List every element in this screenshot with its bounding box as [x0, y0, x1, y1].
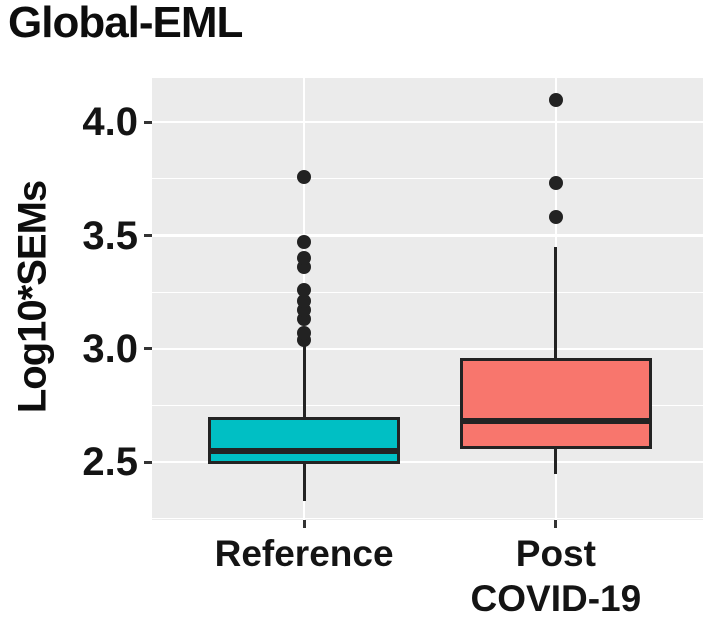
median-line: [211, 447, 398, 454]
y-axis-tick: [144, 460, 152, 464]
y-axis-tick: [144, 234, 152, 238]
x-tick-label: Post COVID-19: [416, 531, 696, 620]
x-axis-tick: [302, 520, 306, 528]
lower-whisker: [302, 464, 306, 501]
y-tick-label: 3.0: [82, 326, 138, 371]
x-tick-label-line: COVID-19: [470, 578, 642, 619]
upper-whisker: [554, 246, 558, 358]
outlier-point: [297, 326, 312, 340]
y-tick-label: 4.0: [82, 100, 138, 145]
minor-gridline: [152, 291, 703, 293]
x-axis-tick: [554, 520, 558, 528]
outlier-point: [297, 282, 312, 297]
y-tick-label: 2.5: [82, 440, 138, 485]
minor-gridline: [152, 518, 703, 520]
outlier-point: [548, 176, 563, 191]
box-iqr: [208, 416, 401, 465]
major-gridline: [152, 121, 703, 124]
y-tick-label: 3.5: [82, 213, 138, 258]
lower-whisker: [554, 448, 558, 474]
y-axis-tick: [144, 120, 152, 124]
outlier-point: [548, 92, 563, 107]
x-tick-label-line: Reference: [214, 533, 394, 574]
median-line: [462, 418, 649, 425]
outlier-point: [297, 169, 312, 184]
chart-title: Global-EML: [8, 0, 243, 47]
major-gridline: [152, 461, 703, 464]
y-axis-tick: [144, 347, 152, 351]
outlier-point: [297, 235, 312, 250]
outlier-point: [297, 251, 312, 266]
outlier-point: [297, 294, 312, 309]
upper-whisker: [302, 344, 306, 417]
major-gridline: [152, 347, 703, 351]
x-tick-label: Reference: [164, 531, 444, 576]
box-iqr: [459, 357, 652, 449]
x-tick-label-line: Post: [515, 533, 596, 574]
major-gridline: [152, 234, 703, 237]
minor-gridline: [152, 178, 703, 180]
minor-gridline: [152, 404, 703, 407]
plot-panel: [152, 78, 703, 520]
outlier-point: [548, 210, 563, 225]
